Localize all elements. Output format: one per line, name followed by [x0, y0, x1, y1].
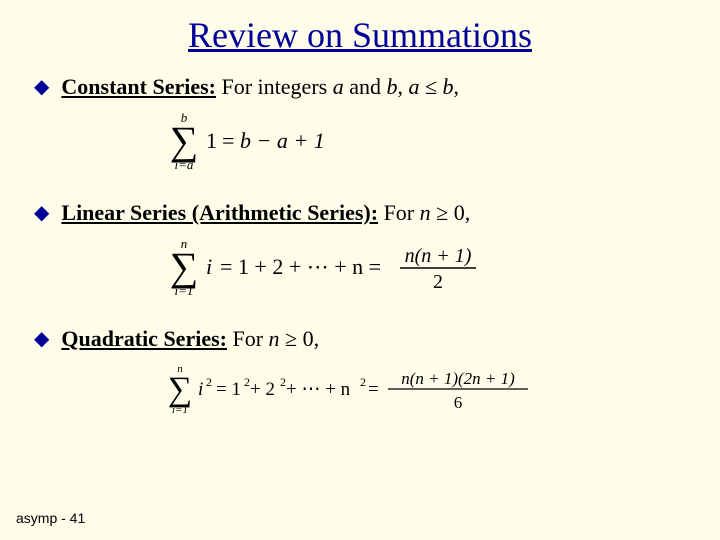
- label-bold: Linear Series (Arithmetic Series):: [61, 200, 378, 225]
- label-bold: Quadratic Series:: [61, 326, 227, 351]
- t: ≤: [419, 74, 442, 99]
- page-title: Review on Summations: [0, 0, 720, 74]
- t: n: [269, 326, 280, 351]
- bullet-item-constant: ◆ Constant Series: For integers a and b,…: [34, 74, 700, 100]
- bullet-icon: ◆: [34, 200, 49, 226]
- t: ,: [454, 74, 460, 99]
- sup: 2: [360, 375, 366, 389]
- t: For: [227, 326, 269, 351]
- formula-quadratic: n ∑ i=1 i 2 = 1 2 + 2 2 + ⋯ + n 2 = n(n …: [154, 362, 700, 418]
- formula-constant: b ∑ i=a 1 = b − a + 1: [154, 110, 700, 172]
- rhs: b − a + 1: [240, 128, 325, 153]
- formula-svg: n ∑ i=1 i 2 = 1 2 + 2 2 + ⋯ + n 2 = n(n …: [154, 362, 614, 418]
- bullet-icon: ◆: [34, 74, 49, 100]
- formula-svg: n ∑ i=1 i = 1 + 2 + ⋯ + n = n(n + 1) 2: [154, 236, 554, 298]
- t: For integers: [216, 74, 333, 99]
- t: b: [386, 74, 397, 99]
- t: a: [408, 74, 419, 99]
- t: and: [344, 74, 387, 99]
- bullet-icon: ◆: [34, 326, 49, 352]
- eq-part: + ⋯ + n: [286, 379, 351, 400]
- rhs-den: 6: [454, 393, 463, 412]
- sum-lower: i=1: [172, 404, 188, 416]
- summand: i: [198, 379, 203, 400]
- bullet-item-linear: ◆ Linear Series (Arithmetic Series): For…: [34, 200, 700, 226]
- item-text-constant: Constant Series: For integers a and b, a…: [61, 74, 459, 100]
- t: ≥ 0,: [280, 326, 320, 351]
- content-area: ◆ Constant Series: For integers a and b,…: [0, 74, 720, 418]
- eq-part: =: [368, 379, 379, 400]
- t: ,: [397, 74, 408, 99]
- item-text-quadratic: Quadratic Series: For n ≥ 0,: [61, 326, 319, 352]
- rhs-num: n(n + 1)(2n + 1): [401, 369, 515, 388]
- footer-text: asymp - 41: [16, 510, 85, 526]
- t: For: [378, 200, 420, 225]
- eq: = 1 + 2 + ⋯ + n =: [220, 254, 381, 279]
- item-text-linear: Linear Series (Arithmetic Series): For n…: [61, 200, 470, 226]
- t: n: [420, 200, 431, 225]
- bullet-item-quadratic: ◆ Quadratic Series: For n ≥ 0,: [34, 326, 700, 352]
- t: ≥ 0,: [431, 200, 471, 225]
- t: a: [333, 74, 344, 99]
- eq: =: [222, 128, 234, 153]
- rhs-num: n(n + 1): [405, 245, 472, 267]
- sigma-icon: ∑: [168, 371, 192, 408]
- formula-svg: b ∑ i=a 1 = b − a + 1: [154, 110, 374, 172]
- formula-linear: n ∑ i=1 i = 1 + 2 + ⋯ + n = n(n + 1) 2: [154, 236, 700, 298]
- summand-sup: 2: [206, 375, 212, 389]
- sum-lower: i=1: [175, 283, 194, 298]
- summand: i: [206, 254, 212, 279]
- t: b: [443, 74, 454, 99]
- eq-part: + 2: [250, 379, 275, 400]
- summand: 1: [206, 128, 217, 153]
- sum-lower: i=a: [175, 157, 194, 172]
- rhs-den: 2: [433, 271, 443, 293]
- eq-part: = 1: [216, 379, 241, 400]
- label-bold: Constant Series:: [61, 74, 216, 99]
